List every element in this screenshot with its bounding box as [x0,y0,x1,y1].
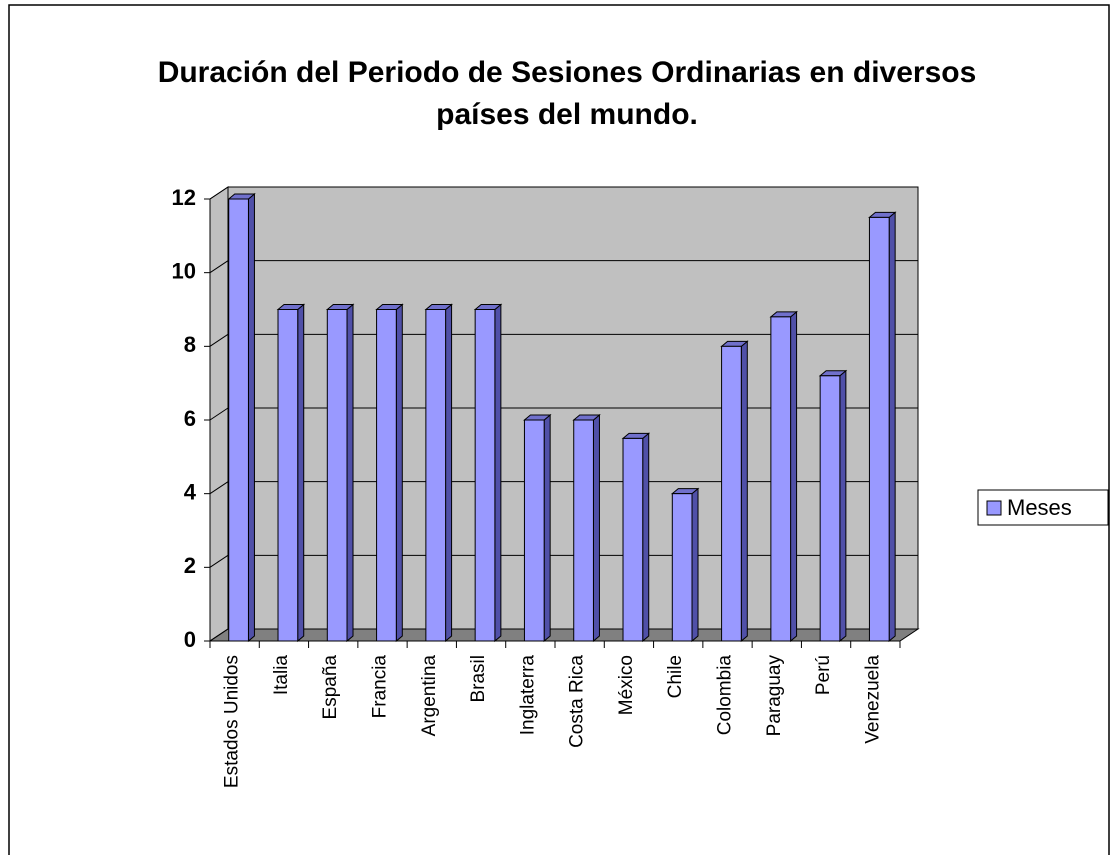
x-tick-label: Argentina [419,655,440,737]
bar-side [691,487,699,643]
bar [868,211,897,643]
bar-side [494,303,502,643]
bar-front [326,309,348,642]
x-tick-label: Brasil [468,655,489,703]
y-tick-label: 8 [184,332,196,357]
y-tick-label: 4 [184,479,197,504]
bar [621,432,651,643]
bar-side [445,303,453,643]
bar-side [247,192,255,643]
y-tick-label: 12 [172,185,196,210]
bar [424,303,453,643]
grid-line-side [209,333,229,347]
bar-side [297,303,305,643]
x-tick-label: España [320,655,341,720]
bar-side [888,211,896,643]
grid-line-side [209,186,229,200]
bar [325,303,355,643]
legend-swatch [986,500,1002,516]
bar [276,303,306,643]
bar [227,192,256,643]
x-tick-label: Estados Unidos [222,655,243,788]
bar-side [839,369,847,643]
bar-front [376,309,397,642]
bar [375,303,404,643]
grid-line-side [209,554,229,568]
x-tick-label: Francia [370,655,391,719]
y-tick-label: 10 [172,258,196,283]
x-tick-label: Italia [271,655,292,696]
bar-side [543,413,551,643]
y-tick-label: 6 [184,406,196,431]
bar-side [642,432,650,643]
bar-front [770,316,792,642]
bar-side [346,303,354,643]
bar [572,413,601,643]
grid-line-side [209,628,229,642]
bar [769,310,798,643]
grid-line-side [209,481,229,495]
x-tick-label: México [616,655,637,715]
bar-front [425,309,447,642]
floor [208,628,920,642]
bar [523,413,552,643]
bar-side [592,413,600,643]
bar-front [228,198,249,642]
bar-front [523,419,545,642]
x-tick-label: Colombia [715,655,736,736]
bar-front [819,375,841,642]
bar-front [474,309,496,642]
x-tick-label: Perú [813,655,834,695]
y-tick-label: 0 [184,627,196,652]
legend-label: Meses [1007,495,1072,520]
bar-front [622,437,644,642]
bar-side [395,303,403,643]
bar-side [740,340,748,643]
x-tick-label: Chile [665,655,686,698]
bar [720,340,749,643]
x-tick-label: Venezuela [862,655,883,744]
x-tick-label: Costa Rica [567,655,588,748]
chart-title: Duración del Periodo de Sesiones Ordinar… [157,56,977,131]
bar-front [277,309,299,642]
y-tick-label: 2 [184,553,196,578]
x-tick-label: Paraguay [764,655,785,737]
x-tick-label: Inglaterra [517,655,538,736]
bar-front [721,345,742,642]
grid-line-side [209,260,229,274]
bar [818,369,848,643]
bar-front [671,493,693,642]
bar [670,487,700,643]
bar-front [868,216,890,642]
grid-line-side [209,407,229,421]
bar-front [573,419,594,642]
bar [473,303,503,643]
bar-side [790,310,798,643]
